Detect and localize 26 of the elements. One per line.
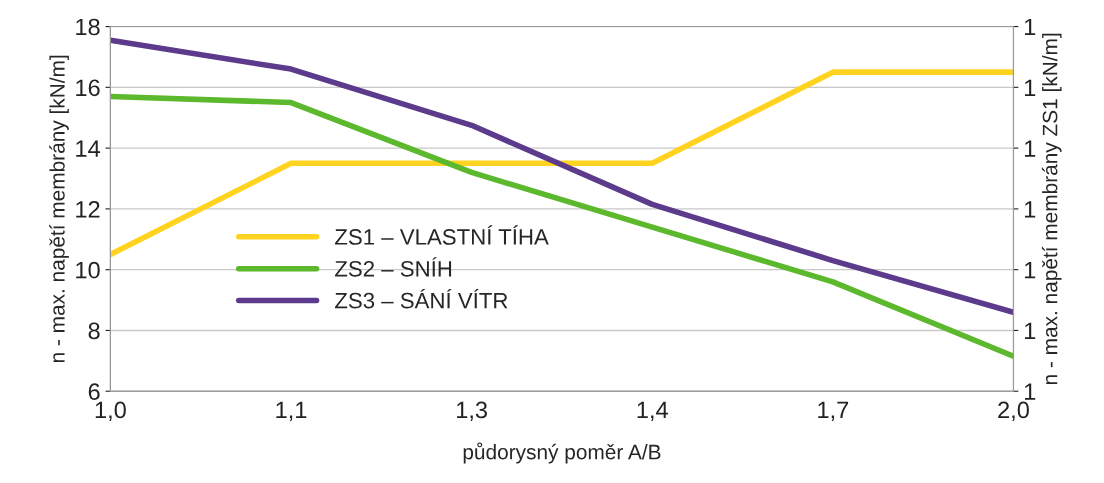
- x-tick-label: 1,4: [637, 401, 668, 422]
- x-axis-title: půdorysný poměr A/B: [463, 442, 661, 464]
- y-tick-label: 16: [76, 79, 100, 97]
- x-tick-label: 1,0: [95, 401, 126, 422]
- category-label: 1: [1024, 261, 1036, 279]
- category-label: 1: [1024, 18, 1036, 36]
- x-tick-label: 1,3: [457, 401, 487, 422]
- category-label: 1: [1024, 322, 1036, 340]
- x-tick-label: 1,7: [818, 401, 849, 422]
- x-tick-label: 2,0: [998, 401, 1029, 422]
- x-tick-label: 1,1: [276, 401, 307, 422]
- category-label: 1: [1024, 383, 1036, 400]
- y-tick-label: 12: [76, 200, 100, 218]
- y-tick-label: 14: [76, 140, 100, 157]
- y-tick-label: 8: [88, 322, 100, 340]
- category-label: 1: [1024, 79, 1036, 96]
- legend-label: ZS2 – SNÍH: [335, 257, 452, 277]
- legend-label: ZS1 – VLASTNÍ TÍHA: [335, 225, 549, 245]
- legend-label: ZS3 – SÁNÍ VÍTR: [335, 289, 508, 309]
- category-label: 1: [1024, 140, 1036, 157]
- y-tick-label: 10: [76, 261, 100, 279]
- y-axis-title: n - max. napětí membrány [kN/m]: [49, 55, 69, 363]
- y-tick-label: 6: [88, 383, 100, 401]
- y2-axis-title: n - max. napětí membrány ZS1 [kN/m]: [1041, 33, 1062, 385]
- category-label: 1: [1024, 201, 1036, 218]
- y-tick-label: 18: [76, 18, 100, 36]
